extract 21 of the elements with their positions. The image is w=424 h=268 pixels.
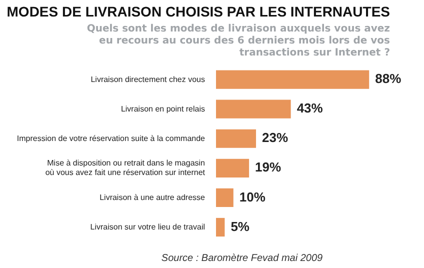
data-label: 5% [230, 218, 250, 234]
y-tick-label: Mise à disposition ou retrait dans le magasin où vous avez fait une réservation sur internet [45, 158, 206, 178]
bar [216, 158, 250, 178]
source-note: Source : Baromètre Fevad mai 2009 [161, 252, 324, 264]
bar [216, 129, 256, 148]
y-tick-label: Livraison directement chez vous [90, 74, 205, 84]
data-label: 43% [296, 100, 324, 116]
data-label: 23% [262, 130, 288, 146]
bar [216, 188, 234, 208]
data-label: 10% [239, 189, 266, 204]
y-tick-label: Livraison en point relais [120, 104, 205, 114]
y-tick-label: Livraison sur votre lieu de travail [90, 222, 206, 232]
data-label: 19% [255, 160, 282, 175]
bar [216, 100, 291, 118]
bar [216, 218, 225, 237]
y-tick-label: Livraison à une autre adresse [100, 192, 206, 202]
chart-subtitle: Quels sont les modes de livraison auxquels vous avez eu recours au cours des 6 derniers mois lors de vos transactions sur Internet ? [86, 23, 390, 58]
data-label: 88% [375, 71, 402, 86]
bar [216, 70, 370, 89]
chart-title: MODES DE LIVRAISON CHOISIS PAR LES INTERNAUTES [6, 3, 390, 20]
y-tick-label: Impression de votre réservation suite à la commande [16, 134, 206, 143]
